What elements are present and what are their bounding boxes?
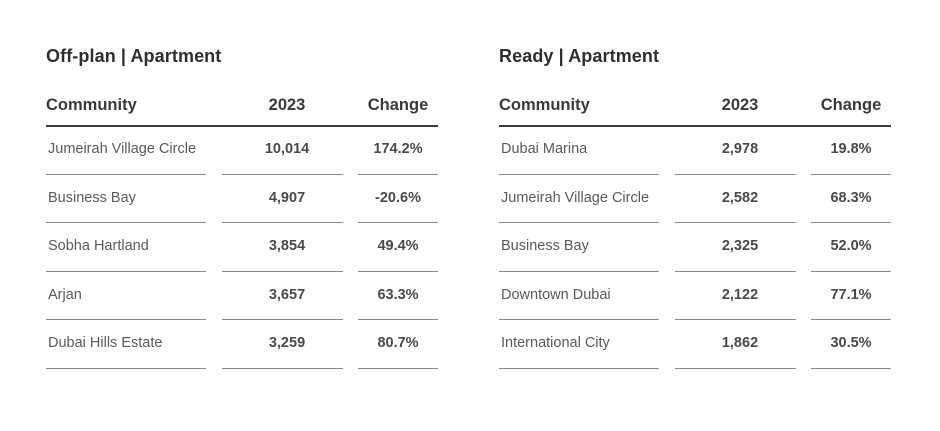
row-divider: [358, 222, 438, 224]
table-row: Jumeirah Village Circle 2,582 68.3%: [499, 175, 893, 224]
row-divider: [675, 222, 796, 224]
change-percent: 49.4%: [377, 238, 419, 255]
value-2023: 3,657: [268, 286, 306, 303]
community-name: Arjan: [48, 286, 82, 303]
table-row: Dubai Marina 2,978 19.8%: [499, 126, 893, 175]
row-divider: [811, 367, 891, 369]
community-name: Dubai Hills Estate: [48, 335, 163, 352]
change-percent: -20.6%: [375, 189, 421, 206]
row-divider: [499, 270, 659, 272]
value-2023: 4,907: [268, 189, 306, 206]
row-divider: [46, 319, 206, 321]
community-name: Business Bay: [48, 189, 136, 206]
community-name: Sobha Hartland: [48, 238, 149, 255]
community-name: Dubai Marina: [501, 141, 588, 157]
value-2023: 2,325: [721, 238, 759, 255]
row-divider: [222, 222, 343, 224]
table-header: Community 2023 Change: [499, 96, 893, 118]
row-divider: [499, 173, 659, 175]
header-year: 2023: [268, 96, 306, 114]
community-name: Business Bay: [501, 238, 589, 255]
row-divider: [222, 173, 343, 175]
row-divider: [499, 222, 659, 224]
header-community: Community: [46, 96, 137, 114]
row-divider: [222, 367, 343, 369]
row-divider: [46, 173, 206, 175]
header-divider: [499, 125, 891, 127]
header-change: Change: [367, 96, 429, 114]
change-percent: 68.3%: [830, 189, 872, 206]
row-divider: [811, 270, 891, 272]
header-year: 2023: [721, 96, 759, 114]
row-divider: [46, 270, 206, 272]
header-change: Change: [820, 96, 882, 114]
change-percent: 63.3%: [377, 286, 419, 303]
row-divider: [222, 270, 343, 272]
table-title: Off-plan | Apartment: [46, 46, 222, 66]
row-divider: [675, 319, 796, 321]
change-percent: 174.2%: [373, 141, 423, 157]
value-2023: 2,582: [721, 189, 759, 206]
row-divider: [811, 173, 891, 175]
header-divider: [46, 125, 438, 127]
table-body: Dubai Marina 2,978 19.8% Jumeirah Villag…: [499, 126, 893, 369]
value-2023: 3,854: [268, 238, 306, 255]
community-name: Jumeirah Village Circle: [501, 189, 650, 206]
change-percent: 77.1%: [830, 286, 872, 303]
row-divider: [358, 319, 438, 321]
row-divider: [675, 270, 796, 272]
change-percent: 19.8%: [830, 141, 872, 157]
change-percent: 80.7%: [377, 335, 419, 352]
row-divider: [811, 319, 891, 321]
value-2023: 2,122: [721, 286, 759, 303]
row-divider: [46, 367, 206, 369]
row-divider: [358, 270, 438, 272]
value-2023: 1,862: [721, 335, 759, 352]
table-row: International City 1,862 30.5%: [499, 320, 893, 369]
table-row: Downtown Dubai 2,122 77.1%: [499, 272, 893, 321]
row-divider: [358, 367, 438, 369]
table-row: Sobha Hartland 3,854 49.4%: [46, 223, 440, 272]
change-percent: 52.0%: [830, 238, 872, 255]
value-2023: 3,259: [268, 335, 306, 352]
community-name: Jumeirah Village Circle: [48, 141, 197, 157]
table-header: Community 2023 Change: [46, 96, 440, 118]
table-row: Business Bay 4,907 -20.6%: [46, 175, 440, 224]
change-percent: 30.5%: [830, 335, 872, 352]
row-divider: [675, 173, 796, 175]
value-2023: 2,978: [721, 141, 759, 157]
community-name: International City: [501, 335, 610, 352]
table-title: Ready | Apartment: [499, 46, 660, 66]
header-community: Community: [499, 96, 590, 114]
row-divider: [358, 173, 438, 175]
table-row: Dubai Hills Estate 3,259 80.7%: [46, 320, 440, 369]
row-divider: [675, 367, 796, 369]
row-divider: [46, 222, 206, 224]
table-row: Business Bay 2,325 52.0%: [499, 223, 893, 272]
row-divider: [222, 319, 343, 321]
row-divider: [499, 319, 659, 321]
row-divider: [499, 367, 659, 369]
community-name: Downtown Dubai: [501, 286, 611, 303]
value-2023: 10,014: [264, 141, 310, 157]
table-body: Jumeirah Village Circle 10,014 174.2% Bu…: [46, 126, 440, 369]
row-divider: [811, 222, 891, 224]
table-row: Arjan 3,657 63.3%: [46, 272, 440, 321]
table-row: Jumeirah Village Circle 10,014 174.2%: [46, 126, 440, 175]
